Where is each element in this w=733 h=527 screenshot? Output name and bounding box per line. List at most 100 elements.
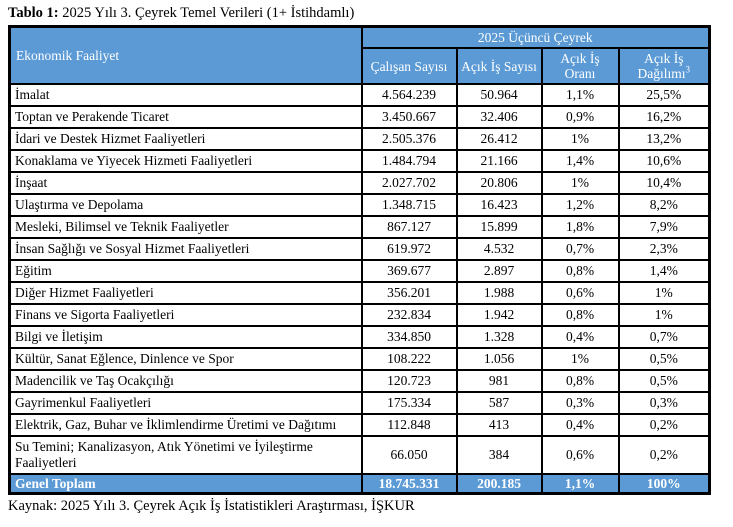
column-header-row: Çalışan Sayısı Açık İş Sayısı Açık İş Or… [10,47,711,85]
acik-is-sayisi-cell: 32.406 [455,105,543,129]
activity-name-cell: Madencilik ve Taş Ocakçılığı [8,369,363,393]
table-row: Ulaştırma ve Depolama 1.348.715 16.423 1… [8,193,711,217]
total-row: Genel Toplam 18.745.331 200.185 1,1% 100… [8,473,711,495]
table-row: İdari ve Destek Hizmet Faaliyetleri 2.50… [8,127,711,151]
calisan-sayisi-cell: 1.348.715 [360,193,458,217]
acik-is-sayisi-cell: 20.806 [455,171,543,195]
acik-is-orani-cell: 1,4% [540,149,620,173]
acik-is-orani-cell: 0,6% [540,281,620,305]
table-row: Toptan ve Perakende Ticaret 3.450.667 32… [8,105,711,129]
acik-is-sayisi-cell: 21.166 [455,149,543,173]
activity-name-cell: Elektrik, Gaz, Buhar ve İklimlendirme Ür… [8,413,363,437]
activity-name-cell: Gayrimenkul Faaliyetleri [8,391,363,415]
total-acik-is-cell: 200.185 [455,473,543,495]
table-row: Mesleki, Bilimsel ve Teknik Faaliyetler … [8,215,711,239]
acik-is-orani-cell: 0,8% [540,369,620,393]
acik-is-dagilimi-cell: 16,2% [617,105,711,129]
calisan-sayisi-cell: 334.850 [360,325,458,349]
activity-name-cell: Kültür, Sanat Eğlence, Dinlence ve Spor [8,347,363,371]
acik-is-dagilimi-cell: 2,3% [617,237,711,261]
acik-is-dagilimi-cell: 0,7% [617,325,711,349]
source-note: Kaynak: 2025 Yılı 3. Çeyrek Açık İş İsta… [8,498,415,514]
acik-is-orani-cell: 0,4% [540,325,620,349]
acik-is-dagilimi-cell: 0,5% [617,369,711,393]
acik-is-sayisi-cell: 1.942 [455,303,543,327]
table-row: Eğitim 369.677 2.897 0,8% 1,4% [8,259,711,283]
acik-is-dagilimi-cell: 7,9% [617,215,711,239]
table-total-body: Genel Toplam 18.745.331 200.185 1,1% 100… [8,473,711,495]
table-row: Finans ve Sigorta Faaliyetleri 232.834 1… [8,303,711,327]
calisan-sayisi-cell: 867.127 [360,215,458,239]
activity-name-cell: Diğer Hizmet Faaliyetleri [8,281,363,305]
acik-is-orani-cell: 0,4% [540,413,620,437]
activity-name-cell: Mesleki, Bilimsel ve Teknik Faaliyetler [8,215,363,239]
acik-is-sayisi-cell: 50.964 [455,83,543,107]
calisan-sayisi-cell: 232.834 [360,303,458,327]
activity-name-cell: Konaklama ve Yiyecek Hizmeti Faaliyetler… [8,149,363,173]
calisan-sayisi-cell: 112.848 [360,413,458,437]
activity-name-cell: İdari ve Destek Hizmet Faaliyetleri [8,127,363,151]
group-header-row: Ekonomik Faaliyet 2025 Üçüncü Çeyrek [8,25,711,85]
acik-is-dagilimi-cell: 8,2% [617,193,711,217]
acik-is-dagilimi-cell: 10,6% [617,149,711,173]
acik-is-sayisi-cell: 587 [455,391,543,415]
calisan-sayisi-cell: 1.484.794 [360,149,458,173]
acik-is-dagilimi-cell: 0,3% [617,391,711,415]
table-row: Elektrik, Gaz, Buhar ve İklimlendirme Ür… [8,413,711,437]
acik-is-dagilimi-cell: 25,5% [617,83,711,107]
activity-name-cell: Bilgi ve İletişim [8,325,363,349]
acik-is-dagilimi-cell: 1% [617,303,711,327]
acik-is-sayisi-cell: 981 [455,369,543,393]
calisan-sayisi-cell: 108.222 [360,347,458,371]
acik-is-dagilimi-cell: 0,2% [617,413,711,437]
acik-is-orani-cell: 1,1% [540,83,620,107]
table-row: Gayrimenkul Faaliyetleri 175.334 587 0,3… [8,391,711,415]
economic-activity-header: Ekonomik Faaliyet [8,25,363,85]
quarterly-data-table: Ekonomik Faaliyet 2025 Üçüncü Çeyrek Çal… [8,25,712,495]
total-dagilim-cell: 100% [617,473,711,495]
acik-is-sayisi-cell: 1.056 [455,347,543,371]
table-row: Konaklama ve Yiyecek Hizmeti Faaliyetler… [8,149,711,173]
acik-is-dagilimi-cell: 10,4% [617,171,711,195]
acik-is-dagilimi-cell: 0,5% [617,347,711,371]
activity-name-cell: İmalat [8,83,363,107]
table-row: Diğer Hizmet Faaliyetleri 356.201 1.988 … [8,281,711,305]
page-title: Tablo 1: 2025 Yılı 3. Çeyrek Temel Veril… [8,5,725,22]
calisan-sayisi-cell: 2.505.376 [360,127,458,151]
table-body: İmalat 4.564.239 50.964 1,1% 25,5% Topta… [8,83,711,475]
table-row: Su Temini; Kanalizasyon, Atık Yönetimi v… [8,435,711,475]
acik-is-dagilimi-cell: 0,2% [617,435,711,475]
calisan-sayisi-cell: 175.334 [360,391,458,415]
calisan-sayisi-cell: 619.972 [360,237,458,261]
acik-is-orani-cell: 0,9% [540,105,620,129]
acik-is-dagilimi-cell: 13,2% [617,127,711,151]
total-calisan-cell: 18.745.331 [360,473,458,495]
total-oran-cell: 1,1% [540,473,620,495]
table-row: Bilgi ve İletişim 334.850 1.328 0,4% 0,7… [8,325,711,349]
acik-is-orani-cell: 0,6% [540,435,620,475]
calisan-sayisi-cell: 3.450.667 [360,105,458,129]
table-row: Madencilik ve Taş Ocakçılığı 120.723 981… [8,369,711,393]
acik-is-orani-cell: 1% [540,127,620,151]
table-title-text: 2025 Yılı 3. Çeyrek Temel Verileri (1+ İ… [58,5,355,21]
table-number-label: Tablo 1: [8,5,59,21]
activity-name-cell: Toptan ve Perakende Ticaret [8,105,363,129]
document-page: Tablo 1: 2025 Yılı 3. Çeyrek Temel Veril… [8,5,725,514]
acik-is-dagilimi-cell: 1% [617,281,711,305]
calisan-sayisi-cell: 120.723 [360,369,458,393]
acik-is-sayisi-cell: 15.899 [455,215,543,239]
quarter-group-header: 2025 Üçüncü Çeyrek [360,25,711,49]
table-row: Kültür, Sanat Eğlence, Dinlence ve Spor … [8,347,711,371]
header-acik-is-dagilimi: Açık İş Dağılımı3 [617,47,711,85]
acik-is-orani-cell: 1% [540,171,620,195]
acik-is-sayisi-cell: 1.328 [455,325,543,349]
acik-is-orani-cell: 0,8% [540,303,620,327]
acik-is-sayisi-cell: 4.532 [455,237,543,261]
acik-is-orani-cell: 0,8% [540,259,620,283]
total-label-cell: Genel Toplam [8,473,363,495]
acik-is-orani-cell: 0,3% [540,391,620,415]
table-row: İmalat 4.564.239 50.964 1,1% 25,5% [8,83,711,107]
header-calisan-sayisi: Çalışan Sayısı [360,47,458,85]
header-acik-is-dagilimi-label: Açık İş Dağılımı [637,51,686,81]
acik-is-orani-cell: 1% [540,347,620,371]
